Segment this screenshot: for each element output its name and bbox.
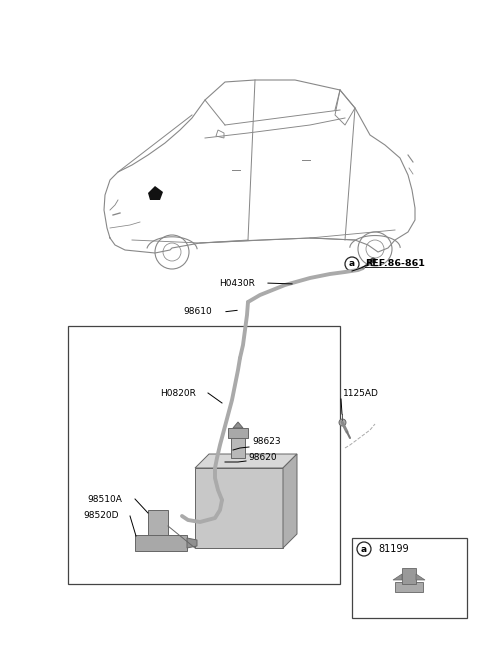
Text: 98610: 98610 — [183, 308, 212, 316]
Polygon shape — [283, 454, 297, 548]
Bar — [195, 468, 283, 548]
Polygon shape — [195, 454, 297, 468]
Text: a: a — [361, 544, 367, 554]
Bar — [402, 568, 416, 584]
Bar — [395, 582, 423, 592]
Text: REF.86-861: REF.86-861 — [365, 260, 425, 268]
Text: 98620: 98620 — [248, 453, 276, 462]
Bar — [68, 326, 340, 584]
Text: 1125AD: 1125AD — [343, 390, 379, 398]
Polygon shape — [148, 186, 163, 200]
Text: H0820R: H0820R — [160, 388, 196, 398]
Bar — [145, 535, 171, 547]
Text: 98623: 98623 — [252, 438, 281, 447]
Text: a: a — [349, 260, 355, 268]
Polygon shape — [187, 538, 197, 548]
Polygon shape — [233, 422, 243, 428]
Text: H0430R: H0430R — [219, 279, 255, 287]
Text: 98520D: 98520D — [83, 512, 119, 520]
Bar — [352, 538, 467, 618]
Bar — [231, 436, 245, 458]
Polygon shape — [416, 574, 425, 580]
Text: 81199: 81199 — [378, 544, 408, 554]
Bar — [228, 428, 248, 438]
Bar — [135, 535, 187, 551]
Bar — [148, 510, 168, 542]
Text: 98510A: 98510A — [87, 495, 122, 504]
Polygon shape — [393, 574, 402, 580]
